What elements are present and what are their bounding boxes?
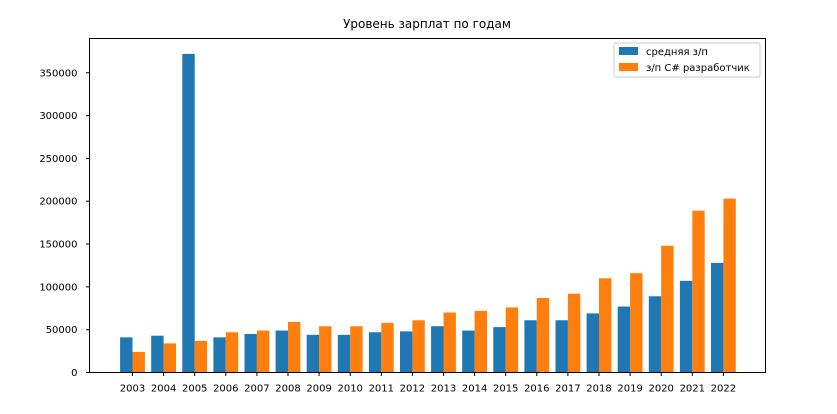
y-tick-label-100000: 100000 (39, 282, 77, 293)
legend-swatch-1 (619, 63, 638, 71)
bar-average-2004 (151, 335, 164, 373)
bar-average-2013 (431, 326, 444, 373)
bar-average-2020 (648, 296, 662, 373)
bar-average-2017 (555, 320, 568, 373)
x-tick-label-2018: 2018 (586, 384, 611, 395)
bar-average-2014 (462, 330, 475, 373)
y-tick-label-50000: 50000 (46, 325, 78, 336)
bar-average-2021 (679, 280, 693, 373)
bar-average-2006 (213, 337, 226, 373)
bar-csharp-2005 (194, 340, 208, 373)
bar-csharp-2014 (474, 310, 487, 373)
bar-average-2019 (617, 306, 631, 373)
y-tick-label-300000: 300000 (39, 111, 77, 122)
chart-title: Уровень зарплат по годам (343, 17, 511, 31)
bar-csharp-2019 (630, 273, 643, 373)
bar-average-2016 (524, 320, 537, 373)
x-tick-label-2004: 2004 (151, 384, 176, 395)
bar-average-2008 (275, 330, 288, 373)
plot-frame (89, 38, 766, 373)
bar-csharp-2021 (692, 210, 705, 373)
bar-csharp-2004 (163, 343, 176, 373)
bar-average-2011 (368, 332, 382, 373)
x-tick-label-2006: 2006 (213, 384, 238, 395)
bar-average-2009 (306, 334, 320, 373)
x-tick-label-2015: 2015 (493, 384, 518, 395)
bars-layer (120, 53, 736, 373)
bar-csharp-2013 (443, 312, 456, 373)
y-tick-label-150000: 150000 (39, 240, 77, 251)
bar-csharp-2020 (661, 245, 674, 373)
x-tick-label-2019: 2019 (617, 384, 642, 395)
x-tick-label-2003: 2003 (120, 384, 145, 395)
bar-csharp-2016 (536, 297, 550, 373)
bar-average-2015 (493, 327, 506, 373)
bar-csharp-2017 (567, 293, 581, 373)
bar-csharp-2018 (599, 278, 612, 373)
x-tick-label-2009: 2009 (306, 384, 331, 395)
x-tick-label-2017: 2017 (555, 384, 580, 395)
x-tick-label-2008: 2008 (275, 384, 300, 395)
x-tick-label-2016: 2016 (524, 384, 549, 395)
bar-csharp-2009 (319, 326, 332, 373)
x-tick-label-2014: 2014 (462, 384, 487, 395)
bar-average-2010 (337, 334, 351, 373)
x-tick-label-2013: 2013 (431, 384, 456, 395)
bar-average-2022 (711, 262, 724, 373)
x-tick-label-2022: 2022 (711, 384, 736, 395)
bar-csharp-2022 (723, 198, 736, 373)
bar-average-2012 (400, 331, 413, 373)
y-tick-label-0: 0 (71, 368, 77, 379)
bar-csharp-2003 (132, 351, 145, 373)
bar-average-2003 (120, 337, 133, 373)
legend-swatch-0 (619, 47, 638, 55)
bar-average-2005 (182, 53, 195, 373)
y-tick-label-250000: 250000 (39, 154, 77, 165)
x-tick-label-2012: 2012 (400, 384, 425, 395)
bar-csharp-2006 (225, 332, 239, 373)
legend-label-1: з/п C# разработчик (646, 63, 750, 74)
legend-label-0: средняя з/п (646, 47, 708, 58)
x-tick-label-2011: 2011 (369, 384, 394, 395)
bar-average-2007 (244, 333, 257, 373)
x-axis: 2003 2004 2005 2006 2007 2008 2009 2010 2011 2012… (120, 372, 736, 395)
bar-average-2018 (586, 313, 599, 373)
bar-csharp-2007 (256, 330, 270, 373)
x-tick-label-2020: 2020 (648, 384, 673, 395)
bar-csharp-2015 (505, 307, 519, 373)
legend: средняя з/п з/п C# разработчик (613, 42, 761, 78)
y-tick-label-350000: 350000 (39, 68, 77, 79)
bar-csharp-2010 (350, 326, 363, 373)
legend-box (613, 42, 761, 78)
bar-csharp-2012 (412, 320, 425, 373)
y-tick-label-200000: 200000 (39, 197, 77, 208)
x-tick-label-2010: 2010 (337, 384, 362, 395)
x-tick-label-2007: 2007 (244, 384, 269, 395)
bar-csharp-2008 (288, 321, 301, 373)
x-tick-label-2005: 2005 (182, 384, 207, 395)
bar-csharp-2011 (381, 322, 394, 373)
y-axis: 0 50000 100000 150000 200000 250000 300000 3500… (39, 68, 90, 379)
x-tick-label-2021: 2021 (680, 384, 705, 395)
